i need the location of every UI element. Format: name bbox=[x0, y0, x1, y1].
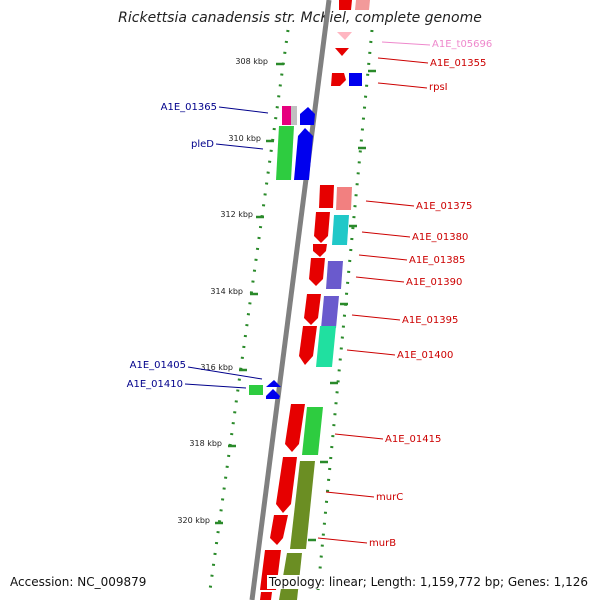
gene-label-a1e-01365[interactable]: A1E_01365 bbox=[161, 102, 217, 113]
inner-guide-line bbox=[208, 29, 290, 591]
gene-label-a1e-01410[interactable]: A1E_01410 bbox=[127, 379, 183, 390]
gene-feature-murc-partner[interactable] bbox=[290, 461, 315, 549]
label-leader bbox=[187, 366, 263, 380]
ruler-label: 320 kbp bbox=[177, 516, 210, 525]
gene-label-pled[interactable]: pleD bbox=[191, 139, 214, 150]
gene-feature-a1e-t05696[interactable] bbox=[337, 32, 352, 40]
gene-label-a1e-01395[interactable]: A1E_01395 bbox=[402, 315, 458, 326]
gene-feature-a1e-01410-arrow[interactable] bbox=[266, 389, 280, 399]
ruler-label: 308 kbp bbox=[235, 57, 268, 66]
gene-label-a1e-01380[interactable]: A1E_01380 bbox=[412, 232, 468, 243]
gene-labels: A1E_t05696 A1E_01355 rpsI A1E_01365 pleD… bbox=[127, 39, 493, 549]
gene-feature-a1e-01405[interactable] bbox=[266, 380, 281, 387]
gene-feature-a1e-01395-partner[interactable] bbox=[321, 296, 339, 328]
gene-label-murb[interactable]: murB bbox=[369, 538, 396, 549]
label-leader bbox=[334, 433, 384, 440]
label-leader bbox=[361, 231, 411, 238]
gene-feature-a1e-01390[interactable] bbox=[309, 258, 325, 286]
gene-feature-a1e-01375-partner[interactable] bbox=[336, 187, 352, 210]
gene-label-rpsi[interactable]: rpsI bbox=[429, 82, 448, 93]
accession-label: Accession: NC_009879 bbox=[8, 575, 149, 589]
outer-ticks bbox=[308, 69, 376, 542]
label-leader bbox=[346, 349, 396, 356]
ruler-label: 310 kbp bbox=[228, 134, 261, 143]
gene-feature-a1e-01395[interactable] bbox=[304, 294, 321, 325]
gene-feature-a1e-01365-arrow[interactable] bbox=[300, 107, 315, 125]
gene-feature-pled[interactable] bbox=[276, 126, 294, 180]
gene-feature-a1e-01400[interactable] bbox=[299, 326, 317, 365]
genome-backbone bbox=[249, 0, 332, 600]
label-leader bbox=[365, 200, 415, 207]
label-leader bbox=[184, 383, 247, 389]
gene-feature-a1e-01415-partner[interactable] bbox=[302, 407, 323, 455]
label-leader bbox=[325, 491, 375, 498]
gene-features[interactable] bbox=[249, 0, 370, 600]
gene-feature-a1e-01400-partner[interactable] bbox=[316, 326, 336, 367]
label-leader bbox=[381, 41, 431, 46]
gene-label-a1e-01375[interactable]: A1E_01375 bbox=[416, 201, 472, 212]
gene-feature-a1e-01375[interactable] bbox=[319, 185, 334, 208]
topology-label: Topology: linear; Length: 1,159,772 bp; … bbox=[266, 575, 590, 589]
gene-label-a1e-01415[interactable]: A1E_01415 bbox=[385, 434, 441, 445]
label-leader bbox=[358, 254, 408, 261]
gene-feature-a1e-01380[interactable] bbox=[314, 212, 330, 243]
ruler-label: 318 kbp bbox=[189, 439, 222, 448]
gene-feature-pled-partner[interactable] bbox=[294, 128, 313, 180]
gene-label-a1e-01405[interactable]: A1E_01405 bbox=[130, 360, 186, 371]
gene-feature-murc[interactable] bbox=[276, 457, 297, 513]
gene-feature-a1e-01380-partner[interactable] bbox=[332, 215, 349, 245]
gene-feature-bottom-2[interactable] bbox=[260, 592, 272, 600]
gene-feature-a1e-01355[interactable] bbox=[335, 48, 349, 56]
gene-feature-a1e-01410[interactable] bbox=[249, 385, 263, 395]
gene-label-a1e-01385[interactable]: A1E_01385 bbox=[409, 255, 465, 266]
gene-feature-a1e-01390-partner[interactable] bbox=[326, 261, 343, 289]
ruler-label: 314 kbp bbox=[210, 287, 243, 296]
label-leader bbox=[215, 143, 264, 150]
label-leader bbox=[351, 314, 401, 321]
gene-feature-rpsi-partner[interactable] bbox=[349, 73, 362, 86]
gene-feature-murb[interactable] bbox=[270, 515, 288, 545]
ruler-label: 312 kbp bbox=[220, 210, 253, 219]
map-title: Rickettsia canadensis str. McKiel, compl… bbox=[118, 10, 482, 26]
gene-label-murc[interactable]: murC bbox=[376, 492, 403, 503]
gene-feature-rpsi[interactable] bbox=[331, 73, 346, 86]
label-leader bbox=[377, 57, 429, 64]
label-leader bbox=[377, 82, 428, 89]
gene-label-a1e-t05696[interactable]: A1E_t05696 bbox=[432, 39, 492, 50]
gene-feature-a1e-01350-partner[interactable] bbox=[355, 0, 370, 10]
label-leader bbox=[218, 106, 269, 114]
gene-feature-a1e-01415[interactable] bbox=[285, 404, 305, 452]
gene-label-a1e-01355[interactable]: A1E_01355 bbox=[430, 58, 486, 69]
gene-feature-a1e-01350[interactable] bbox=[339, 0, 352, 10]
gene-feature-a1e-01365-partner[interactable] bbox=[291, 106, 297, 125]
label-leader bbox=[355, 276, 405, 283]
ruler: 308 kbp 310 kbp 312 kbp 314 kbp 316 kbp … bbox=[177, 57, 284, 525]
label-leader bbox=[317, 537, 368, 544]
gene-label-a1e-01390[interactable]: A1E_01390 bbox=[406, 277, 462, 288]
gene-feature-a1e-01385[interactable] bbox=[313, 244, 327, 257]
ruler-label: 316 kbp bbox=[200, 363, 233, 372]
gene-feature-a1e-01365[interactable] bbox=[282, 106, 291, 125]
gene-label-a1e-01400[interactable]: A1E_01400 bbox=[397, 350, 453, 361]
